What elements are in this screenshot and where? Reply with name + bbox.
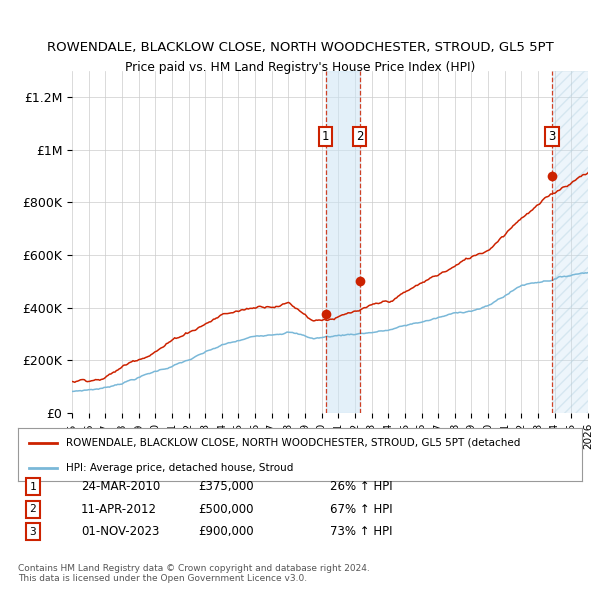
Text: 1: 1 xyxy=(322,130,329,143)
Text: £900,000: £900,000 xyxy=(198,525,254,538)
Text: 01-NOV-2023: 01-NOV-2023 xyxy=(81,525,160,538)
Text: 2: 2 xyxy=(29,504,37,514)
Text: 26% ↑ HPI: 26% ↑ HPI xyxy=(330,480,392,493)
Text: 2: 2 xyxy=(356,130,364,143)
Text: ROWENDALE, BLACKLOW CLOSE, NORTH WOODCHESTER, STROUD, GL5 5PT: ROWENDALE, BLACKLOW CLOSE, NORTH WOODCHE… xyxy=(47,41,553,54)
Text: 73% ↑ HPI: 73% ↑ HPI xyxy=(330,525,392,538)
Text: 24-MAR-2010: 24-MAR-2010 xyxy=(81,480,160,493)
Text: 67% ↑ HPI: 67% ↑ HPI xyxy=(330,503,392,516)
Text: 3: 3 xyxy=(548,130,556,143)
Text: £375,000: £375,000 xyxy=(198,480,254,493)
Text: Contains HM Land Registry data © Crown copyright and database right 2024.
This d: Contains HM Land Registry data © Crown c… xyxy=(18,563,370,583)
Text: Price paid vs. HM Land Registry's House Price Index (HPI): Price paid vs. HM Land Registry's House … xyxy=(125,61,475,74)
Text: ROWENDALE, BLACKLOW CLOSE, NORTH WOODCHESTER, STROUD, GL5 5PT (detached: ROWENDALE, BLACKLOW CLOSE, NORTH WOODCHE… xyxy=(66,438,520,448)
Text: 3: 3 xyxy=(29,527,37,536)
Text: 11-APR-2012: 11-APR-2012 xyxy=(81,503,157,516)
Text: 1: 1 xyxy=(29,482,37,491)
Bar xyxy=(326,71,359,413)
Text: HPI: Average price, detached house, Stroud: HPI: Average price, detached house, Stro… xyxy=(66,463,293,473)
Bar xyxy=(552,71,592,413)
Text: £500,000: £500,000 xyxy=(198,503,254,516)
